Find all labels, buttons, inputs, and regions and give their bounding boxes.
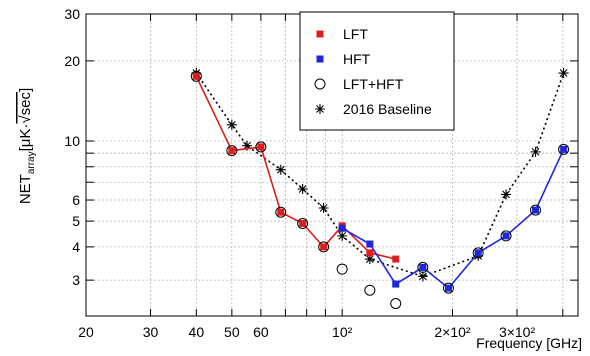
x-tick-label: 30 xyxy=(143,324,159,340)
data-point xyxy=(315,104,325,114)
legend-box xyxy=(299,11,455,131)
data-point xyxy=(366,240,374,248)
data-point xyxy=(299,219,307,227)
legend-item: HFT xyxy=(316,51,371,67)
data-point xyxy=(417,271,428,282)
data-point xyxy=(190,70,202,82)
data-point xyxy=(364,254,375,265)
x-tick-label: 3×10² xyxy=(499,324,536,340)
data-point xyxy=(500,230,512,242)
data-point xyxy=(318,203,329,214)
data-point xyxy=(338,224,346,232)
data-point xyxy=(226,119,237,130)
x-axis-label: Frequency [GHz] xyxy=(476,335,582,351)
data-point xyxy=(472,247,484,259)
data-point xyxy=(558,143,570,155)
data-point xyxy=(228,147,236,155)
data-point xyxy=(392,255,400,263)
legend-label: LFT xyxy=(343,26,368,42)
y-tick-label: 30 xyxy=(64,6,80,22)
y-axis-label-unit-close: ] xyxy=(17,88,34,92)
y-tick-label: 6 xyxy=(72,192,80,208)
y-tick-label: 3 xyxy=(72,272,80,288)
legend: LFT HFT LFT+HFT 2016 Baseline xyxy=(299,11,455,131)
x-tick-label: 60 xyxy=(253,324,269,340)
data-point xyxy=(297,217,309,229)
data-point xyxy=(366,249,374,257)
series-hft xyxy=(338,145,568,292)
series-lft-hft xyxy=(190,70,570,310)
x-tick-label: 10² xyxy=(332,324,353,340)
data-point xyxy=(255,141,267,153)
x-tick-label: 50 xyxy=(224,324,240,340)
y-axis-label-main: NET xyxy=(17,174,34,204)
legend-label: HFT xyxy=(343,51,371,67)
data-point xyxy=(558,68,569,79)
data-point xyxy=(275,206,287,218)
data-point xyxy=(417,261,429,273)
data-point xyxy=(318,241,330,253)
data-point xyxy=(474,249,482,257)
data-point xyxy=(336,263,348,275)
series-layer xyxy=(190,68,570,310)
data-point xyxy=(297,184,308,195)
data-point xyxy=(530,146,541,157)
series-2016-baseline xyxy=(191,68,569,282)
data-point xyxy=(392,280,400,288)
data-point xyxy=(501,189,512,200)
data-point xyxy=(314,78,326,90)
x-tick-label: 2×10² xyxy=(434,324,471,340)
axis-ticks xyxy=(85,13,578,316)
data-point xyxy=(316,30,324,38)
y-axis-label-unit-open: [μK· xyxy=(17,124,34,152)
y-tick-label: 5 xyxy=(72,213,80,229)
y-axis-label-subscript: array xyxy=(26,151,37,174)
data-point xyxy=(316,55,324,63)
data-point xyxy=(226,145,238,157)
x-tick-label: 40 xyxy=(189,324,205,340)
data-point xyxy=(364,284,376,296)
data-point xyxy=(560,145,568,153)
data-point xyxy=(530,204,542,216)
y-axis-label: NETarray[μK·√sec] xyxy=(17,88,37,204)
legend-item: 2016 Baseline xyxy=(315,101,432,117)
legend-label: LFT+HFT xyxy=(343,76,404,92)
legend-label: 2016 Baseline xyxy=(343,101,432,117)
data-point xyxy=(442,282,454,294)
data-point xyxy=(419,263,427,271)
data-point xyxy=(257,143,265,151)
data-point xyxy=(444,284,452,292)
data-point xyxy=(502,232,510,240)
y-tick-label: 10 xyxy=(64,133,80,149)
x-tick-label: 20 xyxy=(78,324,94,340)
data-point xyxy=(320,243,328,251)
data-point xyxy=(275,164,286,175)
data-point xyxy=(277,208,285,216)
tick-labels: 20 30 40 50 60 10² 2×10² 3×10² 3 4 5 6 10 20 30 xyxy=(64,6,535,340)
data-point xyxy=(192,72,200,80)
y-tick-label: 20 xyxy=(64,53,80,69)
legend-item: LFT xyxy=(316,26,368,42)
data-point xyxy=(390,298,402,310)
y-axis-label-unit-sqrt: √sec xyxy=(17,91,34,123)
data-point xyxy=(532,206,540,214)
y-tick-label: 4 xyxy=(72,239,80,255)
data-point xyxy=(242,140,253,151)
legend-item: LFT+HFT xyxy=(314,76,404,92)
data-point xyxy=(337,230,348,241)
